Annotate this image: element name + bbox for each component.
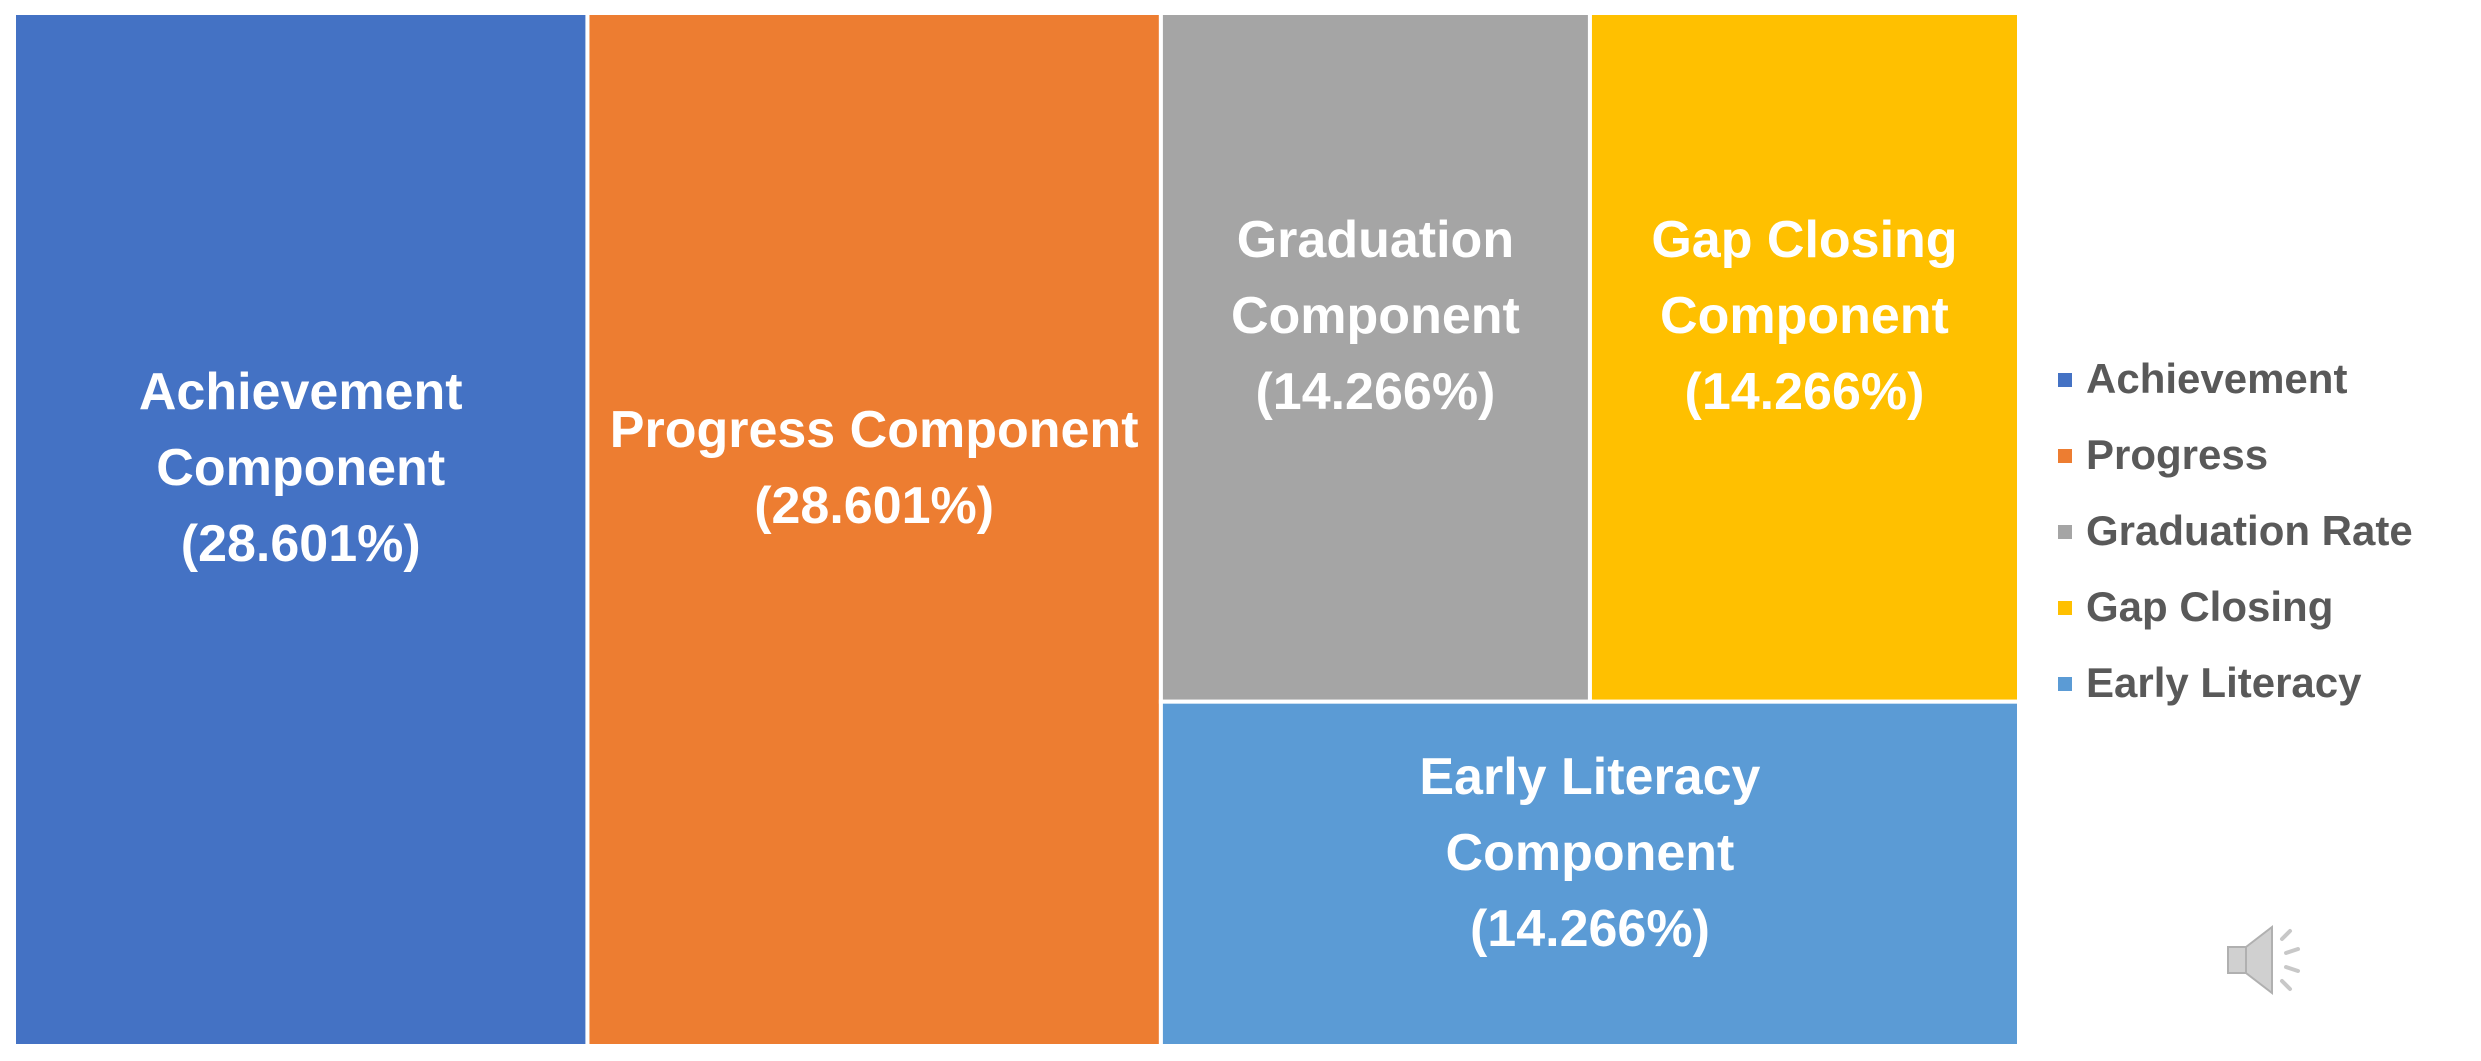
tile-label-box: Early Literacy Component (14.266%)	[1161, 702, 2019, 1046]
tile-value: (14.266%)	[1469, 900, 1710, 959]
tile-value: (14.266%)	[1255, 363, 1496, 422]
tile-name: Graduation Component	[1230, 211, 1520, 346]
legend-label: Progress	[2086, 431, 2268, 478]
tile-label: Gap Closing Component (14.266%)	[1590, 13, 2019, 702]
tile-label-box: Achievement Component (28.601%)	[14, 13, 587, 1046]
speaker-cone	[2245, 924, 2273, 996]
legend-swatch	[2058, 677, 2072, 691]
tile-value: (14.266%)	[1684, 363, 1925, 422]
tile-label: Progress Component (28.601%)	[587, 13, 1160, 1046]
tile-label: Graduation Component (14.266%)	[1161, 13, 1590, 702]
tile-label: Achievement Component (28.601%)	[14, 13, 587, 1046]
tile	[1587, 11, 2022, 704]
tile-value: (28.601%)	[754, 476, 995, 535]
legend-label: Achievement	[2086, 355, 2347, 402]
tile-value: (28.601%)	[180, 514, 421, 573]
tile	[1158, 699, 2022, 1049]
speaker-waves	[2280, 929, 2300, 991]
tile-name: Gap Closing Component	[1651, 211, 1958, 346]
tile-name: Progress Component	[609, 400, 1139, 459]
legend-label: Gap Closing	[2086, 583, 2333, 630]
tile-name: Early Literacy Component	[1419, 748, 1761, 883]
tile	[12, 11, 590, 1048]
speaker-icon	[2227, 924, 2300, 996]
speaker-body	[2227, 946, 2247, 974]
tile	[585, 11, 1163, 1048]
tile	[1158, 11, 1592, 704]
legend-swatch	[2058, 601, 2072, 615]
legend-label: Graduation Rate	[2086, 507, 2413, 554]
tile-label-box: Graduation Component (14.266%)	[1161, 13, 1590, 702]
legend-swatch	[2058, 449, 2072, 463]
legend-swatch	[2058, 373, 2072, 387]
tile-label: Early Literacy Component (14.266%)	[1161, 702, 2019, 1046]
legend-swatch	[2058, 525, 2072, 539]
tile-name: Achievement Component	[138, 362, 463, 497]
legend-label: Early Literacy	[2086, 659, 2362, 706]
tile-label-box: Gap Closing Component (14.266%)	[1590, 13, 2019, 702]
tile-label-box: Progress Component (28.601%)	[587, 13, 1160, 1046]
